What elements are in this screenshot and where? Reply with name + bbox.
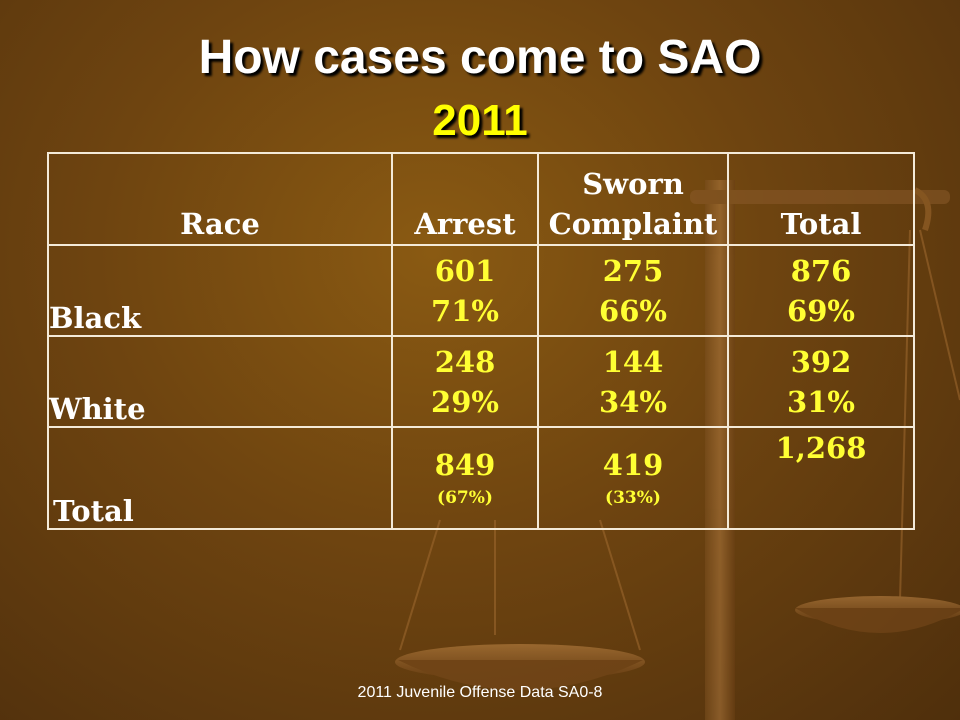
row-label: White bbox=[47, 335, 393, 428]
table-header-row: Race Arrest Sworn Complaint Total bbox=[47, 152, 915, 246]
sworn-cell: 275 66% bbox=[537, 244, 729, 337]
table-total-row: Total 849 (67%) 419 (33%) 1,268 bbox=[47, 426, 915, 530]
arrest-cell: 601 71% bbox=[391, 244, 539, 337]
sworn-cell: 144 34% bbox=[537, 335, 729, 428]
header-race: Race bbox=[47, 152, 393, 246]
row-label: Black bbox=[47, 244, 393, 337]
sworn-total-cell: 419 (33%) bbox=[537, 426, 729, 530]
total-cell: 392 31% bbox=[727, 335, 915, 428]
header-sworn-complaint: Sworn Complaint bbox=[537, 152, 729, 246]
total-cell: 876 69% bbox=[727, 244, 915, 337]
slide-title: How cases come to SAO bbox=[198, 31, 762, 84]
table-row: White 248 29% 144 34% 392 31% bbox=[47, 335, 915, 428]
slide-year: 2011 bbox=[432, 96, 528, 145]
cases-table: Race Arrest Sworn Complaint Total Black … bbox=[47, 152, 915, 530]
arrest-cell: 248 29% bbox=[391, 335, 539, 428]
table-row: Black 601 71% 275 66% 876 69% bbox=[47, 244, 915, 337]
row-label: Total bbox=[47, 426, 393, 530]
header-arrest: Arrest bbox=[391, 152, 539, 246]
slide-footer: 2011 Juvenile Offense Data SA0-8 bbox=[357, 684, 603, 701]
arrest-total-cell: 849 (67%) bbox=[391, 426, 539, 530]
header-total: Total bbox=[727, 152, 915, 246]
grand-total-cell: 1,268 bbox=[727, 426, 915, 530]
